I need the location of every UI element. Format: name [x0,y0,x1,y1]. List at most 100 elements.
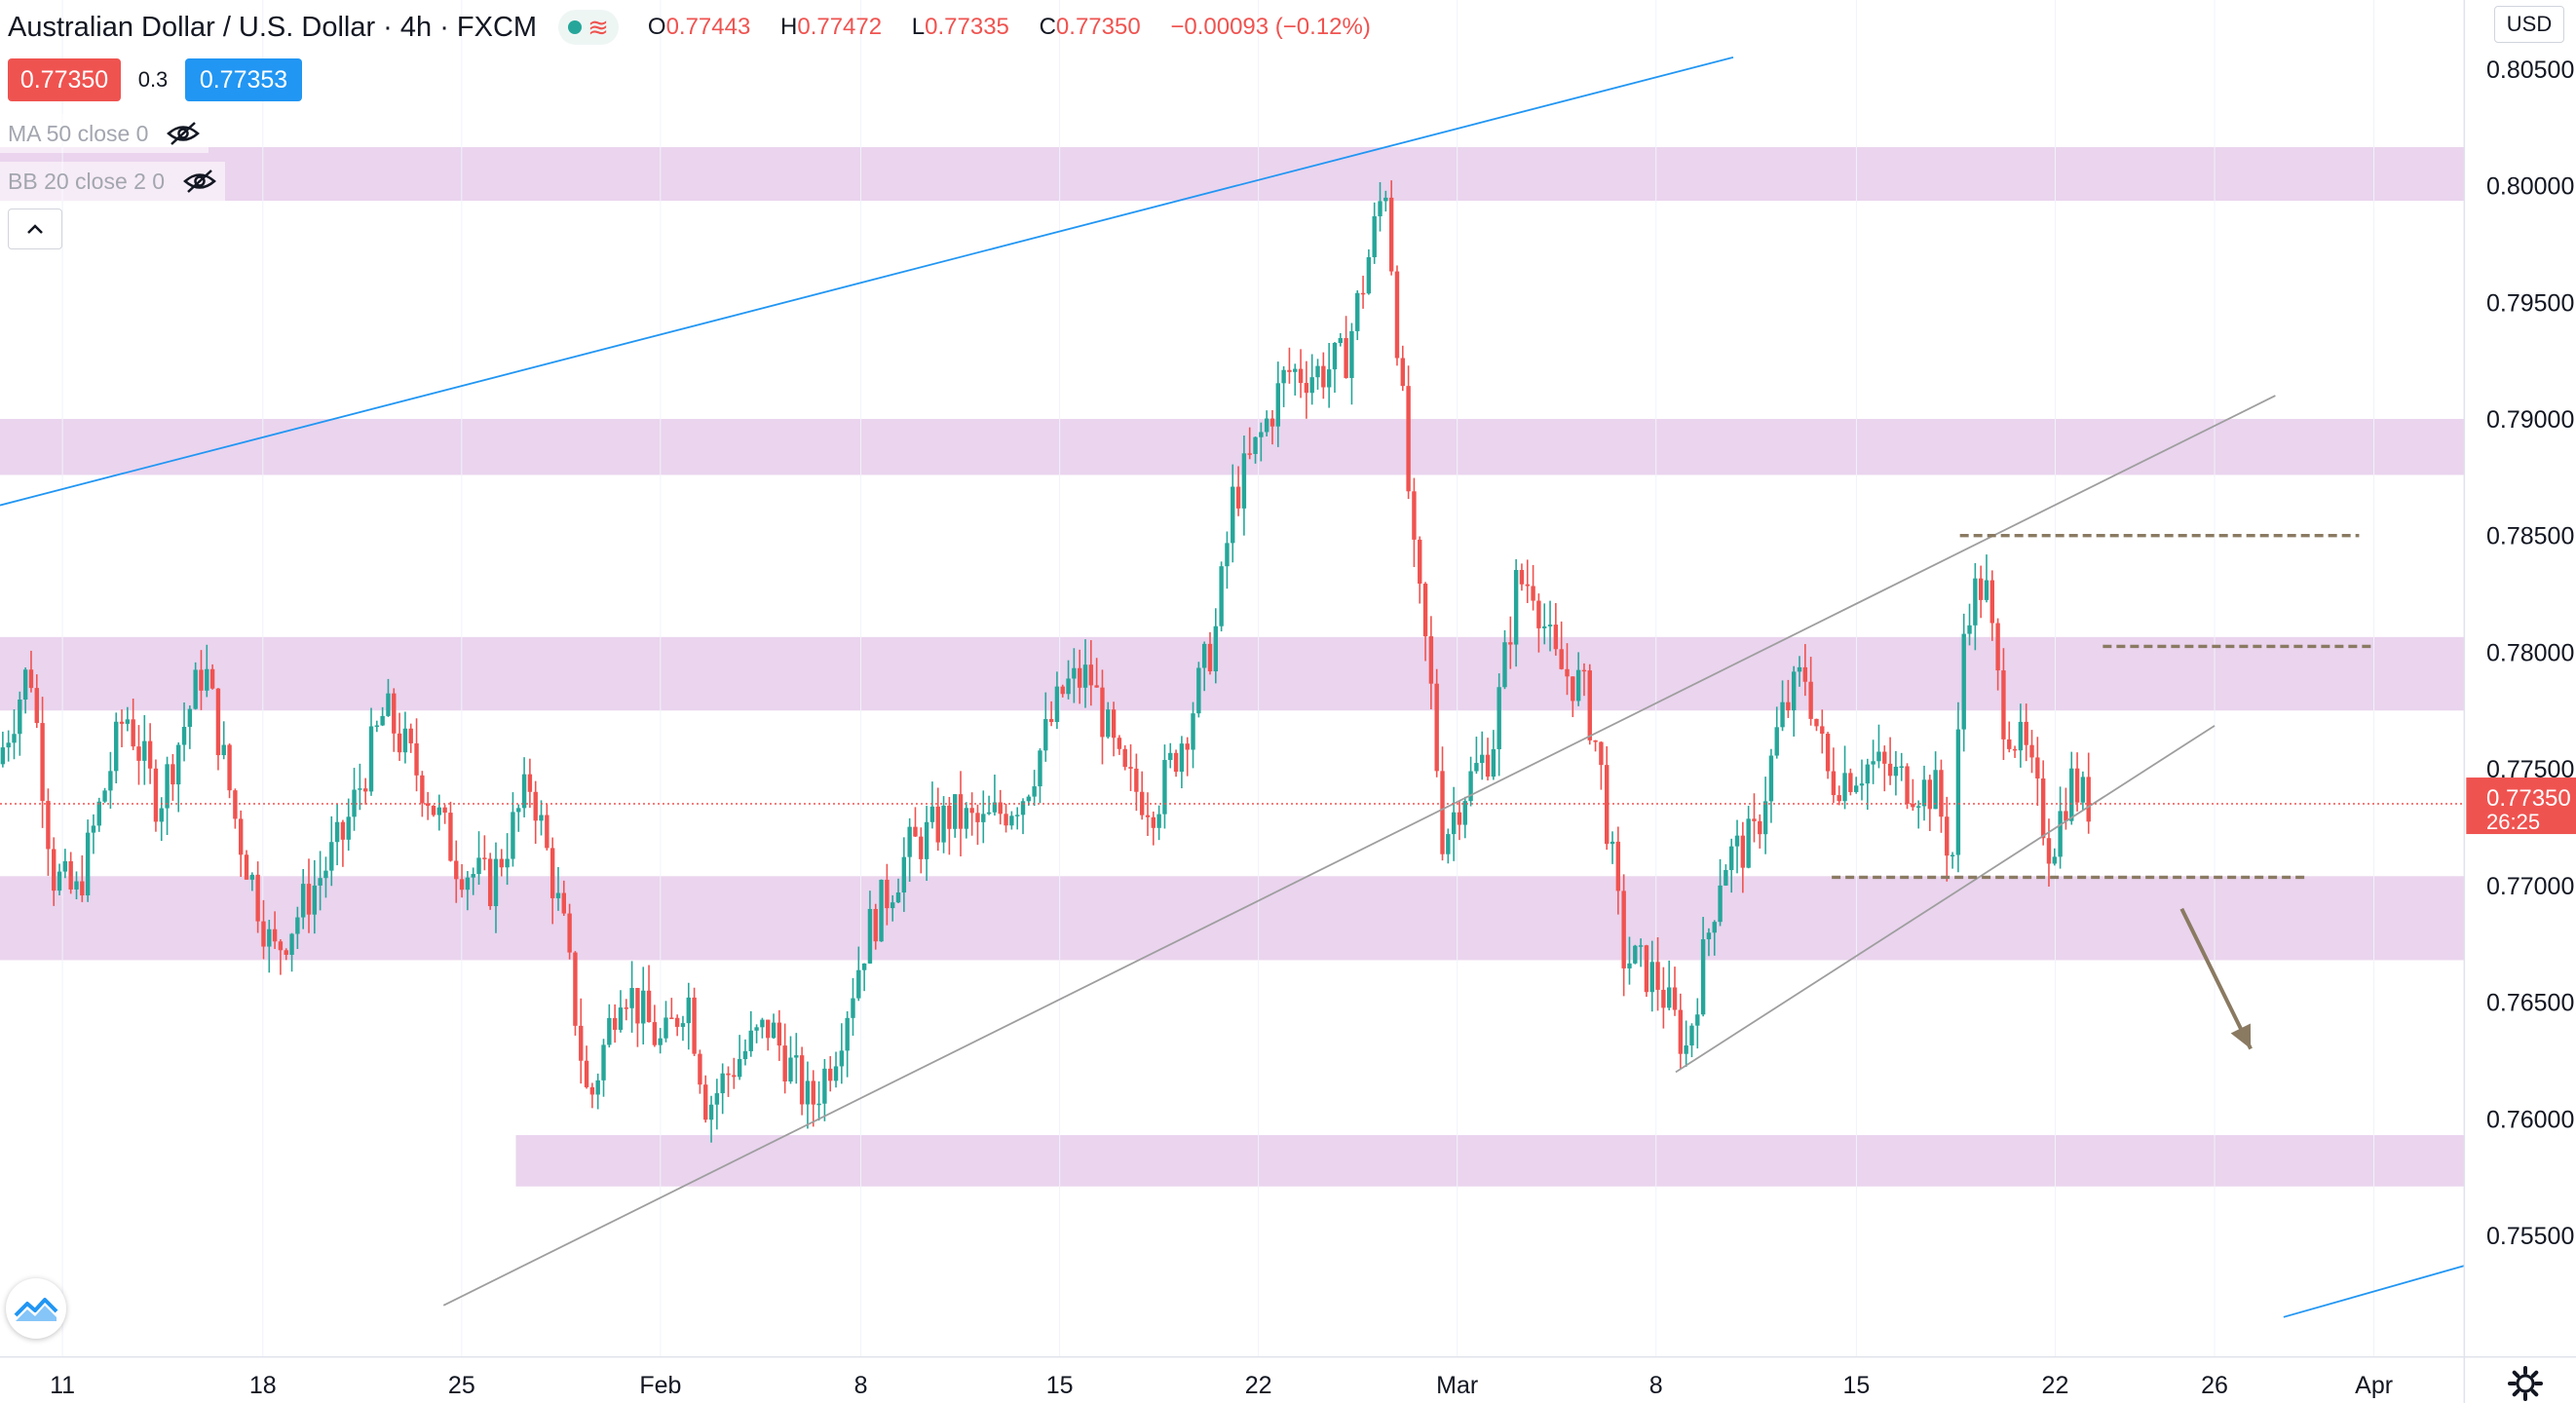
indicator-ma-label: MA 50 close 0 [8,120,149,146]
candle-body [895,892,901,903]
candle-body [2018,721,2024,751]
candle-body [799,1055,805,1105]
candle-body [1156,814,1161,828]
candle-body [352,789,357,817]
candle-body [142,740,147,761]
candle-body [362,788,368,792]
candle-body [1372,215,1377,257]
candle-body [402,728,408,753]
candle-body [1508,642,1513,645]
market-status-badge[interactable]: ≋ [558,10,619,45]
candle-body [289,933,294,955]
candle-body [1446,834,1451,854]
y-tick-label: 0.79000 [2486,406,2574,434]
candle-body [1264,418,1269,433]
candle-body [323,870,328,879]
candle-body [476,857,481,875]
candle-body [760,1019,765,1028]
buy-button[interactable]: 0.77353 [185,58,302,101]
candle-body [1259,432,1264,437]
candle-body [1412,491,1417,540]
candle-body [907,826,912,857]
candle-body [816,1103,821,1106]
candle-body [125,719,131,724]
candle-body [1945,816,1950,856]
y-tick-label: 0.78000 [2486,639,2574,666]
candle-body [448,813,453,861]
candle-body [1338,337,1343,344]
candle-body [1122,748,1127,768]
candle-body [2074,768,2080,803]
candle-body [1768,755,1774,802]
candle-body [505,858,510,868]
gear-icon[interactable] [2506,1364,2545,1403]
candle-body [267,929,272,947]
sr-zone [0,876,2465,961]
candle-body [1400,358,1405,387]
candle-body [658,1038,663,1045]
sell-button[interactable]: 0.77350 [8,58,121,101]
x-tick-label: 11 [50,1372,75,1399]
eye-crossed-icon[interactable] [182,169,217,194]
candle-body [1168,752,1173,761]
x-tick-label: 15 [1843,1372,1871,1399]
candle-body [1581,669,1587,672]
candle-body [57,871,62,891]
candle-body [579,1025,584,1061]
candle-body [748,1030,753,1051]
indicator-ma[interactable]: MA 50 close 0 [0,114,209,153]
symbol-title[interactable]: Australian Dollar / U.S. Dollar · 4h · F… [8,11,538,43]
candle-body [953,794,958,829]
trend-line [442,395,2276,1307]
candle-body [255,874,260,922]
candle-body [612,1017,618,1030]
candle-body [1388,197,1394,272]
candle-body [499,858,505,868]
candle-body [1853,785,1859,792]
candle-body [1349,330,1354,378]
candle-body [794,1055,799,1058]
candle-body [1406,386,1411,492]
candle-body [46,801,51,850]
indicator-bb[interactable]: BB 20 close 2 0 [0,162,226,201]
candle-body [6,742,11,748]
candle-body [964,808,969,829]
candle-body [1519,570,1525,585]
candle-body [2086,777,2091,822]
candle-body [873,908,878,942]
collapse-legend-button[interactable] [8,209,62,249]
candle-body [62,860,68,872]
candle-body [646,990,652,1023]
y-tick-label: 0.76500 [2486,990,2574,1017]
candle-body [732,1075,737,1078]
candle-body [136,746,141,761]
candle-body [408,728,413,743]
candle-body [1565,668,1570,677]
candle-body [1038,750,1042,787]
candle-body [805,1081,811,1105]
candle-body [2046,838,2052,864]
candle-body [1480,754,1485,764]
chevron-up-icon [27,224,43,234]
candle-body [737,1059,742,1078]
y-tick-label: 0.75500 [2486,1223,2574,1250]
candle-body [1610,841,1615,845]
candle-body [1457,812,1462,825]
candle-body [1422,584,1428,637]
candle-body [1638,945,1644,947]
candle-body [1009,815,1014,826]
eye-crossed-icon[interactable] [166,121,201,146]
candle-body [1225,543,1230,567]
candle-body [1269,418,1275,427]
x-tick-label: 18 [249,1372,277,1399]
candle-body [833,1066,839,1081]
currency-button[interactable]: USD [2494,6,2564,43]
candle-body [1995,623,2000,671]
candle-body [1837,795,1841,802]
candle-body [692,997,697,1054]
candle-body [1485,754,1491,777]
candle-body [414,742,419,776]
candle-body [261,921,266,947]
tradingview-logo-icon[interactable] [6,1278,66,1339]
